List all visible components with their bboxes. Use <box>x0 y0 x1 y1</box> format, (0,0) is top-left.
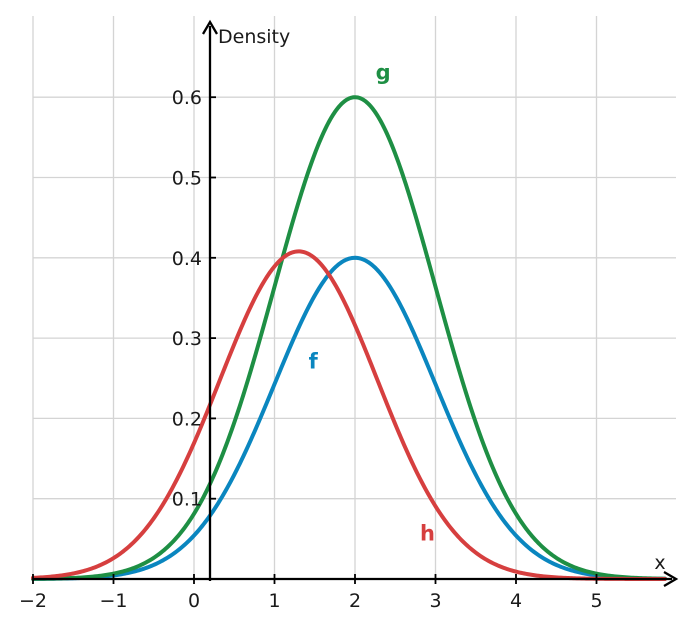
x-tick-label-4: 4 <box>510 590 522 612</box>
curve-h <box>31 249 667 581</box>
curve-label-f: f <box>309 350 319 374</box>
curve-f <box>31 255 667 581</box>
y-axis-arrow <box>202 19 218 35</box>
curve-label-h: h <box>420 521 435 545</box>
y-tick-label-0.2: 0.2 <box>172 408 202 430</box>
axes: x Density <box>33 19 679 587</box>
x-tick-label-1: 1 <box>268 590 280 612</box>
curve-g <box>31 95 667 581</box>
x-axis-arrow <box>663 571 679 587</box>
grid <box>32 16 676 579</box>
x-tick-label-0: 0 <box>188 590 200 612</box>
ticks: −2 −1 0 1 2 3 4 5 0.1 0.2 0.3 0.4 0.5 0.6 <box>19 87 603 612</box>
curves <box>31 95 667 581</box>
x-tick-label-2: 2 <box>349 590 361 612</box>
x-tick-label--2: −2 <box>19 590 47 612</box>
x-tick-label--1: −1 <box>99 590 127 612</box>
y-tick-label-0.4: 0.4 <box>172 248 202 270</box>
curve-label-g: g <box>376 61 391 85</box>
curve-labels: f g h <box>309 61 435 546</box>
y-axis-label: Density <box>218 26 290 48</box>
x-axis-label: x <box>654 552 665 574</box>
x-tick-label-3: 3 <box>429 590 441 612</box>
y-tick-label-0.1: 0.1 <box>172 489 202 511</box>
y-tick-label-0.3: 0.3 <box>172 328 202 350</box>
x-tick-label-5: 5 <box>590 590 602 612</box>
y-tick-label-0.6: 0.6 <box>172 87 202 109</box>
y-tick-label-0.5: 0.5 <box>172 168 202 190</box>
